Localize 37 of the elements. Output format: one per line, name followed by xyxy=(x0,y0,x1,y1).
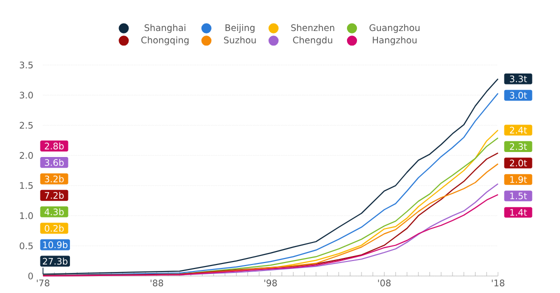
y-tick-label: 0.5 xyxy=(20,242,33,250)
x-tick-label: '08 xyxy=(378,280,391,286)
annotation: 4.3b xyxy=(44,208,64,216)
legend-label: Beijing xyxy=(226,24,254,33)
legend-label: Hangzhou xyxy=(372,36,417,46)
annotation: 10.9b xyxy=(43,241,68,248)
x-tick-label: '98 xyxy=(264,280,277,286)
data-label: 2.0t xyxy=(510,160,527,166)
legend-label: Guangzhou xyxy=(370,24,420,33)
annotation: 3.2b xyxy=(44,175,64,182)
data-label: 2.4t xyxy=(510,126,527,134)
y-tick-label: 1.0 xyxy=(20,212,33,220)
y-tick-label: 2.0 xyxy=(20,152,33,159)
y-tick-label: 3.0 xyxy=(20,92,33,99)
annotation: 7.2b xyxy=(44,192,64,199)
data-label: 1.5t xyxy=(510,192,527,200)
legend-label: Chongqing xyxy=(141,36,189,46)
data-label: 1.4t xyxy=(510,209,527,216)
data-label: 2.3t xyxy=(510,143,527,150)
legend-label: Chengdu xyxy=(293,36,332,46)
data-label: 3.0t xyxy=(510,92,527,99)
y-tick-label: 2.5 xyxy=(20,122,33,129)
annotation: 3.6b xyxy=(44,158,64,166)
y-tick-label: 0 xyxy=(28,272,33,280)
annotation: 27.3b xyxy=(42,258,68,265)
x-tick-label: '88 xyxy=(150,280,164,286)
legend-label: Suzhou xyxy=(224,36,256,44)
legend-label: Shanghai xyxy=(144,24,186,33)
y-tick-label: 3.5 xyxy=(20,62,33,68)
data-label: 1.9t xyxy=(510,176,527,183)
y-tick-label: 1.5 xyxy=(20,182,33,189)
annotation: 0.2b xyxy=(44,224,64,232)
legend-label: Shenzhen xyxy=(291,24,334,32)
data-label: 3.3t xyxy=(510,75,527,82)
x-tick-label: '18 xyxy=(492,280,504,286)
annotation: 2.8b xyxy=(44,142,64,150)
x-tick-label: '78 xyxy=(36,280,50,286)
